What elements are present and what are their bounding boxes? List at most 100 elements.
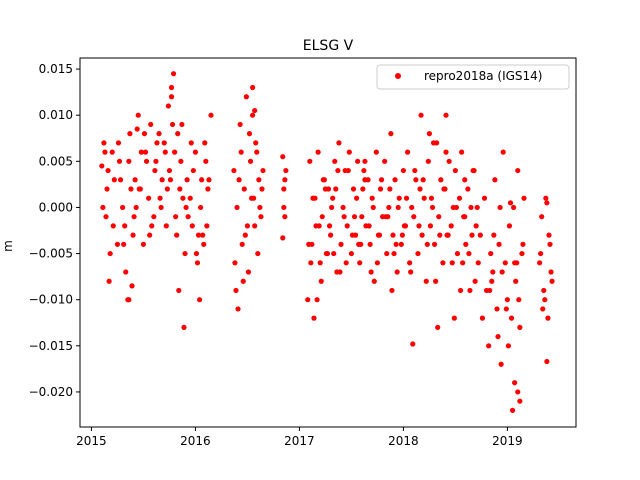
data-point xyxy=(399,232,405,238)
data-point xyxy=(232,260,238,266)
data-point xyxy=(252,223,258,229)
data-point xyxy=(488,250,494,257)
data-point xyxy=(412,167,418,174)
data-point xyxy=(194,260,201,266)
data-point xyxy=(103,214,109,220)
data-point xyxy=(330,195,336,201)
data-point xyxy=(505,343,512,349)
data-point xyxy=(183,204,189,211)
data-point xyxy=(453,204,460,211)
data-point xyxy=(384,250,390,257)
data-point xyxy=(391,250,397,257)
data-point xyxy=(350,186,357,192)
data-point xyxy=(175,131,181,137)
data-point xyxy=(153,158,159,164)
data-point xyxy=(255,250,261,257)
data-point xyxy=(102,149,108,155)
data-point xyxy=(187,195,193,201)
data-point xyxy=(316,223,322,229)
data-point xyxy=(403,195,410,201)
data-point xyxy=(498,361,504,367)
data-point xyxy=(129,283,135,289)
data-point xyxy=(425,158,431,164)
data-point xyxy=(463,241,469,247)
data-point xyxy=(189,223,195,229)
data-point xyxy=(333,186,339,192)
legend: repro2018a (IGS14) xyxy=(376,64,570,90)
x-axis-ticks: 2015 2016 2017 2018 2019 xyxy=(76,427,523,448)
data-point xyxy=(154,140,160,146)
data-point xyxy=(466,250,472,257)
data-point xyxy=(281,204,287,211)
data-point xyxy=(377,186,384,192)
data-point xyxy=(199,177,205,183)
data-point xyxy=(346,149,352,155)
data-point xyxy=(320,177,326,183)
data-point xyxy=(158,204,164,211)
data-point xyxy=(254,149,260,155)
data-point xyxy=(456,195,463,201)
data-point xyxy=(107,250,113,257)
y-tick-label: −0.015 xyxy=(29,339,73,353)
data-point xyxy=(487,287,493,294)
data-point xyxy=(172,149,178,155)
data-point xyxy=(138,149,144,155)
data-point xyxy=(509,407,516,413)
data-point xyxy=(489,278,495,284)
data-point xyxy=(465,186,471,192)
data-point xyxy=(417,186,423,192)
data-point xyxy=(319,214,325,220)
data-point xyxy=(490,269,496,275)
data-point xyxy=(468,204,474,211)
data-point xyxy=(324,250,331,257)
data-point xyxy=(537,260,543,266)
data-point xyxy=(445,232,451,238)
data-point xyxy=(336,140,342,146)
data-point xyxy=(457,287,464,294)
data-point xyxy=(241,186,247,192)
data-point xyxy=(248,195,255,201)
data-point xyxy=(362,177,368,183)
data-points xyxy=(99,71,555,413)
data-point xyxy=(374,260,380,266)
data-point xyxy=(420,177,426,183)
data-point xyxy=(544,358,550,365)
data-point xyxy=(492,177,498,183)
x-tick-label: 2015 xyxy=(76,434,107,448)
data-point xyxy=(247,158,254,164)
data-point xyxy=(238,149,244,155)
data-point xyxy=(421,195,427,201)
data-point xyxy=(385,214,391,220)
data-point xyxy=(201,241,207,247)
data-point xyxy=(520,241,526,247)
data-point xyxy=(202,140,208,146)
data-point xyxy=(117,177,124,183)
data-point xyxy=(308,260,314,266)
data-point xyxy=(123,269,129,275)
data-point xyxy=(387,186,393,192)
data-point xyxy=(545,315,551,321)
data-point xyxy=(431,241,438,247)
data-point xyxy=(345,167,351,174)
data-point xyxy=(256,177,262,183)
data-point xyxy=(470,167,476,174)
data-point xyxy=(121,241,127,247)
data-point xyxy=(335,167,341,174)
x-tick-label: 2016 xyxy=(180,434,211,448)
data-point xyxy=(126,158,132,164)
data-point xyxy=(367,241,373,247)
data-point xyxy=(344,223,350,229)
data-point xyxy=(110,223,116,229)
data-point xyxy=(348,250,354,257)
data-point xyxy=(195,232,202,238)
data-point xyxy=(370,204,376,211)
data-point xyxy=(179,121,185,128)
data-point xyxy=(426,131,432,137)
data-point xyxy=(401,223,408,229)
data-point xyxy=(166,167,173,174)
y-axis-label: m xyxy=(1,240,15,252)
data-point xyxy=(176,287,182,294)
data-point xyxy=(245,269,252,275)
data-point xyxy=(127,131,133,137)
